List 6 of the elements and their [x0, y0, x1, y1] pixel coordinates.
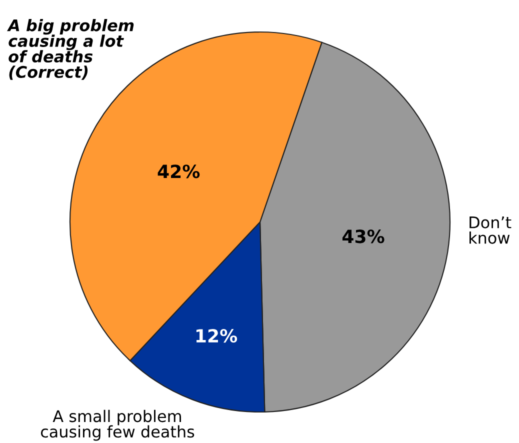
data-label: 12% [196, 328, 238, 343]
slice-label: Don’t know [470, 216, 512, 244]
slice-label: A small problem causing few deaths [40, 410, 194, 441]
data-label: 42% [158, 164, 200, 178]
slice-label: A big problem causing a lot of deaths (Correct) [7, 19, 134, 80]
data-label: 43% [342, 230, 384, 244]
